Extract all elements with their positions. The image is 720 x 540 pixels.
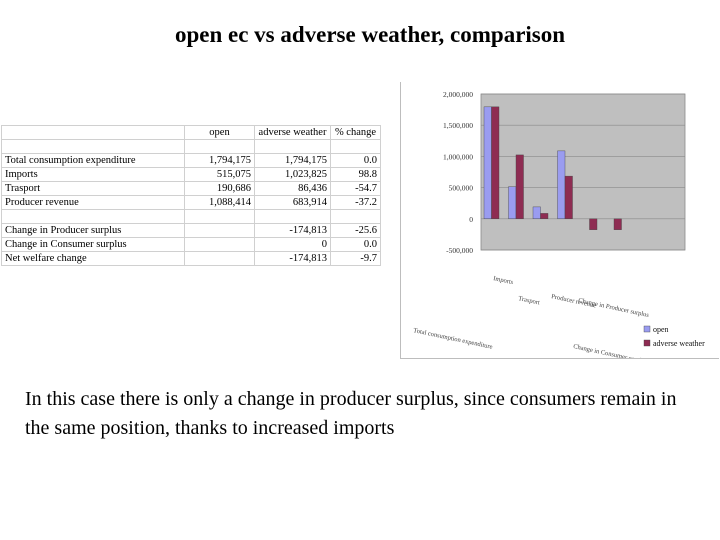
open-value: 1,794,175 — [184, 153, 255, 168]
adverse-value: 86,436 — [254, 181, 331, 196]
y-tick-label: -500,000 — [446, 246, 473, 255]
pct-change-value: -25.6 — [330, 223, 381, 238]
bar-chart-svg: 2,000,000 1,500,000 1,000,000 500,000 0 -500,… — [413, 90, 705, 358]
row-label: Producer revenue — [1, 195, 185, 210]
legend-label: open — [653, 325, 669, 334]
adverse-value: -174,813 — [254, 251, 331, 266]
open-value — [184, 251, 255, 266]
adverse-value — [254, 139, 331, 154]
row-label: Change in Producer surplus — [1, 223, 185, 238]
pct-change-value — [330, 209, 381, 224]
adverse-value: 1,794,175 — [254, 153, 331, 168]
adverse-value: -174,813 — [254, 223, 331, 238]
pct-change-value: -54.7 — [330, 181, 381, 196]
open-value — [184, 237, 255, 252]
bar-adverse-weather — [515, 154, 524, 220]
y-tick-label: 2,000,000 — [443, 90, 473, 99]
bar-adverse-weather — [589, 218, 598, 230]
row-label: Total consumption expenditure — [1, 153, 185, 168]
bar-open — [532, 206, 541, 219]
row-label — [1, 209, 185, 224]
open-value — [184, 209, 255, 224]
bar-open — [557, 150, 566, 219]
table-header-cell: open — [184, 125, 255, 140]
bar-adverse-weather — [540, 213, 549, 219]
open-value — [184, 223, 255, 238]
row-label: Trasport — [1, 181, 185, 196]
adverse-value: 683,914 — [254, 195, 331, 210]
table-row: Total consumption expenditure 1,794,175 … — [1, 153, 381, 168]
row-label: Imports — [1, 167, 185, 182]
pct-change-value: 0.0 — [330, 237, 381, 252]
x-tick-label: Imports — [493, 275, 515, 286]
data-table: open adverse weather % change Total cons… — [1, 125, 381, 266]
table-header-cell: adverse weather — [254, 125, 331, 140]
legend-swatch — [643, 339, 651, 347]
bar-chart: 2,000,000 1,500,000 1,000,000 500,000 0 -500,… — [400, 82, 719, 359]
table-row: Imports 515,075 1,023,825 98.8 — [1, 167, 381, 182]
table-row — [1, 139, 381, 154]
pct-change-value — [330, 139, 381, 154]
table-header-cell — [1, 125, 185, 140]
table-row: Producer revenue 1,088,414 683,914 -37.2 — [1, 195, 381, 210]
pct-change-value: 98.8 — [330, 167, 381, 182]
legend-swatch — [643, 325, 651, 333]
x-tick-label: Change in Producer surplus — [578, 297, 650, 319]
table-row — [1, 209, 381, 224]
row-label: Change in Consumer surplus — [1, 237, 185, 252]
table-row: Trasport 190,686 86,436 -54.7 — [1, 181, 381, 196]
table-header-cell: % change — [330, 125, 381, 140]
adverse-value: 0 — [254, 237, 331, 252]
y-tick-label: 1,000,000 — [443, 152, 473, 161]
open-value: 1,088,414 — [184, 195, 255, 210]
table-row: Net welfare change -174,813 -9.7 — [1, 251, 381, 266]
pct-change-value: 0.0 — [330, 153, 381, 168]
open-value: 515,075 — [184, 167, 255, 182]
bar-adverse-weather — [564, 175, 573, 219]
y-tick-label: 0 — [469, 215, 473, 224]
bar-adverse-weather — [491, 106, 500, 219]
table-header-row: open adverse weather % change — [1, 125, 381, 140]
bar-open — [483, 106, 492, 219]
x-tick-label: Total consumption expenditure — [413, 327, 494, 351]
x-tick-label: Trasport — [518, 295, 541, 306]
row-label — [1, 139, 185, 154]
table-row: Change in Consumer surplus 0 0.0 — [1, 237, 381, 252]
adverse-value — [254, 209, 331, 224]
y-tick-label: 500,000 — [449, 184, 474, 193]
bar-open — [508, 186, 517, 219]
bar-adverse-weather — [613, 218, 622, 230]
pct-change-value: -9.7 — [330, 251, 381, 266]
open-value: 190,686 — [184, 181, 255, 196]
plot-area — [480, 93, 686, 251]
adverse-value: 1,023,825 — [254, 167, 331, 182]
y-tick-label: 1,500,000 — [443, 121, 473, 130]
caption-text: In this case there is only a change in p… — [25, 388, 677, 439]
pct-change-value: -37.2 — [330, 195, 381, 210]
slide-title: open ec vs adverse weather, comparison — [174, 22, 566, 47]
table-row: Change in Producer surplus -174,813 -25.… — [1, 223, 381, 238]
legend-label: adverse weather — [653, 339, 705, 348]
row-label: Net welfare change — [1, 251, 185, 266]
open-value — [184, 139, 255, 154]
x-tick-label: Change in Consumer surplus — [573, 343, 649, 358]
